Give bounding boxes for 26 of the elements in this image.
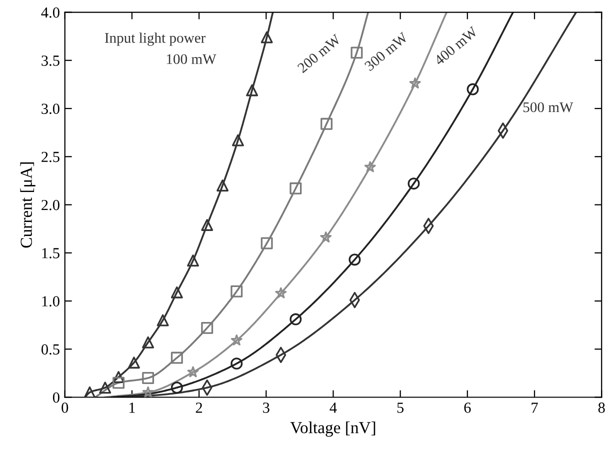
x-tick-label: 4 — [330, 402, 337, 413]
y-tick-label: 0 — [52, 392, 60, 403]
annotation: 100 mW — [166, 54, 216, 64]
annotation: Input light power — [104, 32, 206, 46]
x-tick-label: 3 — [263, 402, 270, 413]
y-tick-label: 2.5 — [42, 152, 60, 162]
y-tick-label: 1.5 — [42, 248, 60, 258]
x-tick-label: 8 — [598, 402, 605, 413]
y-axis-title: Current [μA] — [20, 162, 36, 248]
annotation: 500 mW — [523, 102, 574, 112]
annotation: 300 mW — [364, 32, 409, 72]
y-tick-label: 2.0 — [42, 200, 60, 210]
x-tick-label: 0 — [62, 402, 68, 413]
annotation: 400 mW — [434, 26, 478, 66]
y-tick-label: 3.0 — [42, 104, 60, 114]
y-tick-label: 4.0 — [41, 7, 60, 18]
y-tick-label: 3.5 — [42, 56, 60, 66]
annotation: 200 mW — [296, 34, 342, 74]
y-tick-label: 1.0 — [42, 296, 60, 307]
x-tick-label: 6 — [464, 402, 471, 413]
x-tick-label: 2 — [196, 402, 202, 413]
x-tick-label: 1 — [129, 402, 135, 413]
y-tick-label: 0.5 — [41, 344, 60, 355]
x-tick-label: 7 — [532, 402, 538, 413]
x-tick-label: 5 — [397, 402, 404, 413]
x-axis-title: Voltage [nV] — [290, 422, 376, 437]
